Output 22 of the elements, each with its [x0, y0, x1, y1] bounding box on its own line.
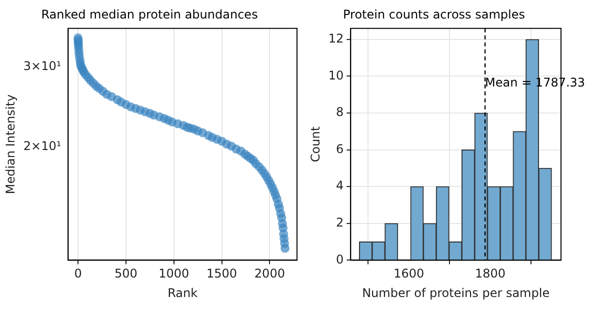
y-tick-label: 6	[336, 142, 344, 156]
y-axis-title: Count	[308, 126, 322, 162]
x-tick-label: 500	[114, 266, 138, 281]
y-tick-label: 0	[336, 252, 344, 266]
x-axis-title: Rank	[168, 286, 198, 300]
x-tick-label: 1000	[158, 266, 190, 281]
x-tick-label: 0	[74, 266, 82, 281]
x-tick-label: 1600	[394, 266, 424, 281]
y-axis-title: Median Intensity	[3, 94, 18, 194]
y-tick-label: 8	[336, 105, 344, 120]
x-tick-label: 1500	[206, 266, 238, 281]
y-tick-label: 2×10¹	[23, 139, 62, 154]
y-tick-label: 12	[328, 32, 344, 46]
y-tick-label: 4	[336, 178, 344, 193]
y-tick-label: 2	[336, 216, 344, 230]
x-axis-title: Number of proteins per sample	[362, 286, 550, 300]
y-tick-label: 10	[328, 68, 344, 82]
chart-title: Protein counts across samples	[343, 7, 525, 22]
x-tick-label: 1800	[474, 266, 506, 281]
x-tick-label: 2000	[254, 266, 285, 281]
chart-title: Ranked median protein abundances	[41, 7, 258, 22]
y-tick-label: 3×10¹	[23, 58, 62, 73]
